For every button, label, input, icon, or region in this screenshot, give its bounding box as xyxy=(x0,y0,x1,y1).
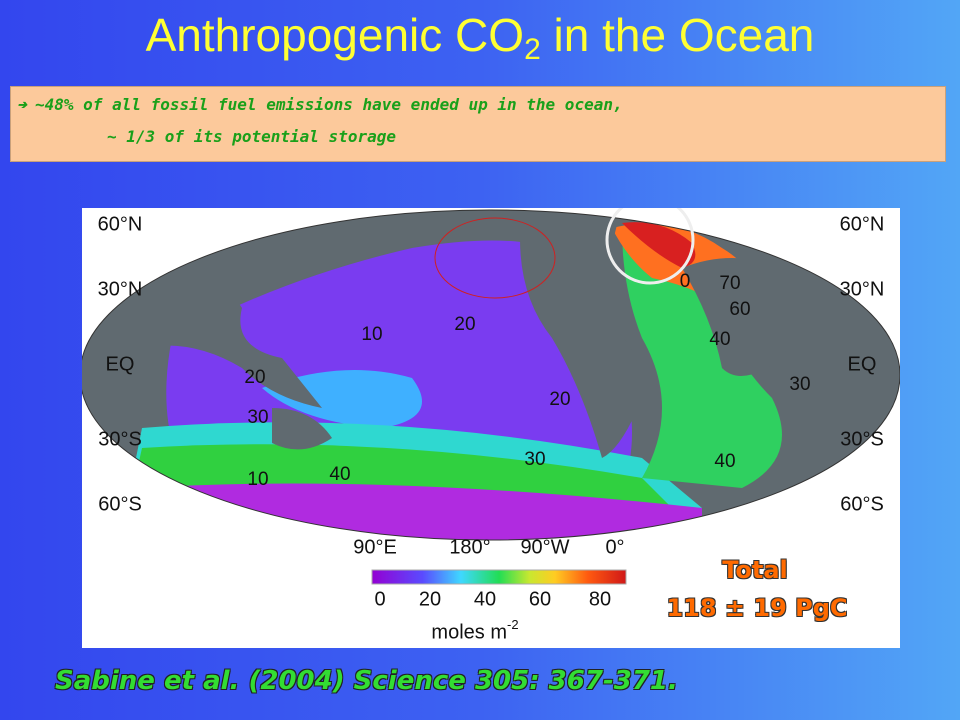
lat-label: 30°S xyxy=(840,428,884,450)
lat-label: EQ xyxy=(848,353,877,375)
contour-label: 30 xyxy=(789,374,810,395)
lat-label: 60°S xyxy=(98,493,142,515)
contour-label: 30 xyxy=(524,449,545,470)
contour-label: 20 xyxy=(244,367,265,388)
title-text: Anthropogenic CO xyxy=(145,9,525,61)
title-text: in the Ocean xyxy=(540,9,815,61)
contour-label: 40 xyxy=(709,329,730,350)
colorbar-tick: 0 xyxy=(374,588,385,610)
lon-label: 180° xyxy=(449,536,490,558)
arrow-icon: ➔ xyxy=(17,95,27,114)
contour-label: 40 xyxy=(329,464,350,485)
colorbar-unit: moles m-2 xyxy=(431,617,518,643)
bullet-line: ~48% of all fossil fuel emissions have e… xyxy=(35,95,623,114)
contour-label: 30 xyxy=(247,407,268,428)
highlight-ellipse xyxy=(434,217,556,299)
lat-label: 30°S xyxy=(98,428,142,450)
bullet-line: ~ 1/3 of its potential storage xyxy=(107,127,396,146)
colorbar-tick: 80 xyxy=(589,588,611,610)
contour-label: 20 xyxy=(454,314,475,335)
total-label: Total xyxy=(722,556,788,584)
lat-label: 30°N xyxy=(98,278,143,300)
contour-label: 60 xyxy=(729,299,750,320)
lat-label: 60°N xyxy=(98,213,143,235)
lat-label: EQ xyxy=(106,353,135,375)
contour-label: 20 xyxy=(549,389,570,410)
lat-label: 60°S xyxy=(840,493,884,515)
bullet-box: ➔ ~48% of all fossil fuel emissions have… xyxy=(10,86,946,162)
map: 60°N 30°N EQ 30°S 60°S 60°N 30°N EQ 30°S 60°S 90°E… xyxy=(82,208,900,648)
colorbar xyxy=(371,569,627,585)
lon-label: 90°W xyxy=(520,536,569,558)
highlight-circle xyxy=(605,208,695,285)
citation: Sabine et al. (2004) Science 305: 367-37… xyxy=(55,666,678,696)
total-value: 118 ± 19 PgC xyxy=(666,594,848,622)
colorbar-tick: 20 xyxy=(419,588,441,610)
colorbar-tick: 60 xyxy=(529,588,551,610)
lon-label: 0° xyxy=(605,536,624,558)
contour-label: 40 xyxy=(714,451,735,472)
contour-label: 10 xyxy=(361,324,382,345)
lat-label: 60°N xyxy=(840,213,885,235)
contour-label: 0 xyxy=(680,271,691,292)
lat-label: 30°N xyxy=(840,278,885,300)
contour-label: 70 xyxy=(719,273,740,294)
lon-label: 90°E xyxy=(353,536,397,558)
unit-superscript: -2 xyxy=(507,617,519,632)
colorbar-tick: 40 xyxy=(474,588,496,610)
contour-label: 10 xyxy=(247,469,268,490)
title-subscript: 2 xyxy=(524,33,541,66)
title: Anthropogenic CO2 in the Ocean xyxy=(0,8,960,67)
